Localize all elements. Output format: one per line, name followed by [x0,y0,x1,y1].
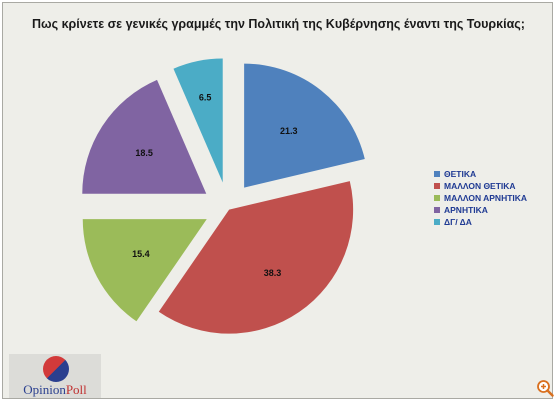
legend-entry-1: ΘΕΤΙΚΑ [434,168,527,180]
pie-slice-1 [244,63,365,188]
pie-slice-5 [173,58,223,183]
legend-swatch [434,207,440,213]
pie-slice-2 [158,181,354,334]
logo-mark [43,356,69,382]
zoom-in-icon[interactable] [536,379,554,397]
pie-slice-4 [82,79,207,194]
legend-swatch [434,219,440,225]
slice-data-label-4: 18.5 [135,148,153,158]
legend-entry-3: ΜΑΛΛΟΝ ΑΡΝΗΤΙΚΑ [434,192,527,204]
opinionpoll-logo: OpinionPoll [9,354,101,398]
chart-frame: Πως κρίνετε σε γενικές γραμμές την Πολιτ… [2,2,554,399]
legend: ΘΕΤΙΚΑ ΜΑΛΛΟΝ ΘΕΤΙΚΑ ΜΑΛΛΟΝ ΑΡΝΗΤΙΚΑ ΑΡΝΗΤΙ… [434,168,527,228]
legend-label: ΑΡΝΗΤΙΚΑ [444,205,488,215]
logo-text: OpinionPoll [9,382,101,398]
legend-label: ΜΑΛΛΟΝ ΑΡΝΗΤΙΚΑ [444,193,528,203]
legend-swatch [434,195,440,201]
legend-label: ΜΑΛΛΟΝ ΘΕΤΙΚΑ [444,181,516,191]
legend-swatch [434,171,440,177]
slice-data-label-1: 21.3 [280,126,298,136]
legend-swatch [434,183,440,189]
pie-chart: 21.3 38.3 15.4 18.5 6.5 [82,58,365,334]
slice-data-label-5: 6.5 [199,93,212,103]
legend-entry-4: ΑΡΝΗΤΙΚΑ [434,204,527,216]
legend-entry-5: ΔΓ/ ΔΑ [434,216,527,228]
legend-entry-2: ΜΑΛΛΟΝ ΘΕΤΙΚΑ [434,180,527,192]
logo-text-opinion: Opinion [23,382,66,397]
slice-data-label-2: 38.3 [264,268,282,278]
chart-title: Πως κρίνετε σε γενικές γραμμές την Πολιτ… [32,17,525,31]
legend-label: ΔΓ/ ΔΑ [444,217,472,227]
logo-text-poll: Poll [65,382,87,397]
pie-slice-3 [82,219,207,322]
legend-label: ΘΕΤΙΚΑ [444,169,477,179]
slice-data-label-3: 15.4 [132,249,150,259]
